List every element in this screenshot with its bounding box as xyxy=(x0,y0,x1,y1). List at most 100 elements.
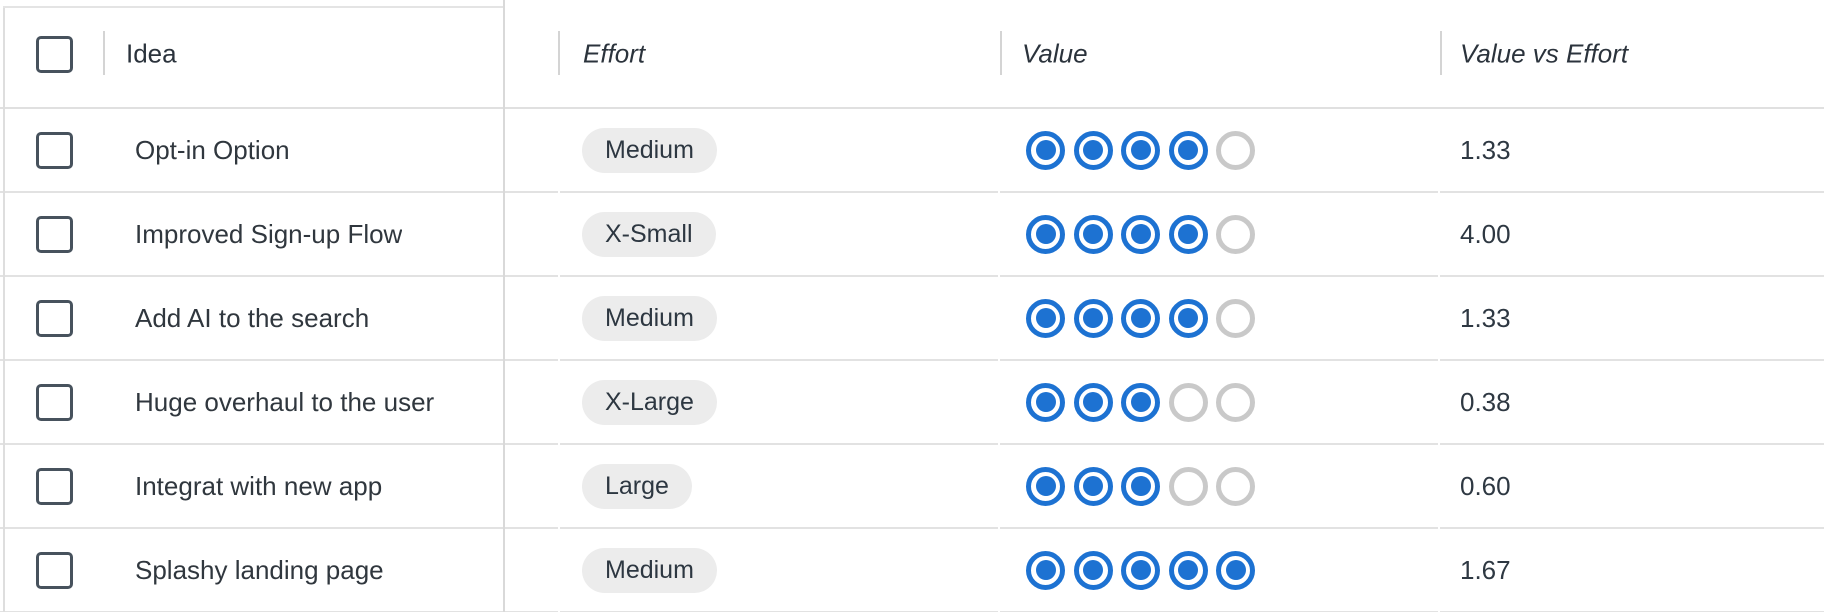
table-left-border xyxy=(3,6,5,612)
table-row[interactable]: Huge overhaul to the user X-Large 0.38 xyxy=(0,361,1824,445)
rating-circle-empty-icon[interactable] xyxy=(1216,466,1255,506)
column-header-effort[interactable]: Effort xyxy=(583,38,646,68)
value-vs-effort-number: 0.60 xyxy=(1460,470,1511,501)
idea-title: Improved Sign-up Flow xyxy=(135,218,403,249)
rating-circle-empty-icon[interactable] xyxy=(1216,130,1255,170)
row-checkbox[interactable] xyxy=(36,383,73,421)
rating-circle-filled-icon[interactable] xyxy=(1168,550,1208,590)
rating-circle-filled-icon[interactable] xyxy=(1026,466,1065,506)
table-row[interactable]: Opt-in Option Medium 1.33 xyxy=(0,109,1824,193)
idea-cell[interactable]: Add AI to the search xyxy=(0,277,558,361)
column-header-value-vs-effort[interactable]: Value vs Effort xyxy=(1460,38,1629,68)
rating-circle-filled-icon[interactable] xyxy=(1073,382,1113,422)
rating-circle-empty-icon[interactable] xyxy=(1168,382,1208,422)
rating-circle-filled-icon[interactable] xyxy=(1121,130,1160,170)
value-cell[interactable] xyxy=(1000,445,1438,529)
rating-circle-filled-icon[interactable] xyxy=(1073,550,1113,590)
effort-cell[interactable]: Medium xyxy=(560,277,998,361)
rating-circle-filled-icon[interactable] xyxy=(1026,214,1065,254)
table-top-border xyxy=(3,6,505,8)
idea-cell[interactable]: Improved Sign-up Flow xyxy=(0,193,558,277)
rating-circle-filled-icon[interactable] xyxy=(1121,550,1160,590)
value-vs-effort-number: 1.67 xyxy=(1460,554,1511,585)
table-row[interactable]: Improved Sign-up Flow X-Small 4.00 xyxy=(0,193,1824,277)
rating-circle-filled-icon[interactable] xyxy=(1073,298,1113,338)
idea-cell[interactable]: Opt-in Option xyxy=(0,109,558,193)
value-vs-effort-cell: 1.67 xyxy=(1440,529,1824,612)
rating-circle-filled-icon[interactable] xyxy=(1168,130,1208,170)
rating-circle-filled-icon[interactable] xyxy=(1121,214,1160,254)
value-rating[interactable] xyxy=(1026,298,1255,338)
rating-circle-filled-icon[interactable] xyxy=(1026,298,1065,338)
row-checkbox[interactable] xyxy=(36,551,73,589)
rating-circle-filled-icon[interactable] xyxy=(1168,214,1208,254)
effort-cell[interactable]: X-Large xyxy=(560,361,998,445)
value-vs-effort-cell: 1.33 xyxy=(1440,277,1824,361)
value-vs-effort-cell: 0.38 xyxy=(1440,361,1824,445)
idea-title: Huge overhaul to the user xyxy=(135,386,435,417)
header-divider xyxy=(1440,31,1442,75)
row-checkbox[interactable] xyxy=(36,131,73,169)
rating-circle-empty-icon[interactable] xyxy=(1216,298,1255,338)
idea-title: Splashy landing page xyxy=(135,554,384,585)
effort-badge[interactable]: Medium xyxy=(582,295,717,341)
value-vs-effort-cell: 1.33 xyxy=(1440,109,1824,193)
row-checkbox[interactable] xyxy=(36,215,73,253)
rating-circle-filled-icon[interactable] xyxy=(1121,298,1160,338)
primary-column-border xyxy=(503,0,505,612)
rating-circle-filled-icon[interactable] xyxy=(1073,130,1113,170)
value-rating[interactable] xyxy=(1026,550,1255,590)
select-all-checkbox[interactable] xyxy=(36,36,73,73)
effort-badge[interactable]: Medium xyxy=(582,547,717,593)
rating-circle-filled-icon[interactable] xyxy=(1026,550,1065,590)
idea-cell[interactable]: Splashy landing page xyxy=(0,529,558,612)
row-checkbox[interactable] xyxy=(36,467,73,505)
value-rating[interactable] xyxy=(1026,382,1255,422)
value-vs-effort-cell: 0.60 xyxy=(1440,445,1824,529)
header-divider xyxy=(103,31,105,75)
rating-circle-filled-icon[interactable] xyxy=(1168,298,1208,338)
rating-circle-empty-icon[interactable] xyxy=(1168,466,1208,506)
table-row[interactable]: Add AI to the search Medium 1.33 xyxy=(0,277,1824,361)
effort-cell[interactable]: X-Small xyxy=(560,193,998,277)
idea-cell[interactable]: Integrat with new app xyxy=(0,445,558,529)
effort-cell[interactable]: Medium xyxy=(560,529,998,612)
idea-title: Integrat with new app xyxy=(135,470,383,501)
row-checkbox[interactable] xyxy=(36,299,73,337)
rating-circle-filled-icon[interactable] xyxy=(1073,214,1113,254)
idea-title: Opt-in Option xyxy=(135,134,290,165)
effort-badge[interactable]: X-Large xyxy=(582,379,717,425)
effort-badge[interactable]: Large xyxy=(582,463,692,509)
value-vs-effort-number: 0.38 xyxy=(1460,386,1511,417)
table-row[interactable]: Integrat with new app Large 0.60 xyxy=(0,445,1824,529)
rating-circle-filled-icon[interactable] xyxy=(1026,382,1065,422)
value-vs-effort-number: 1.33 xyxy=(1460,134,1511,165)
rating-circle-filled-icon[interactable] xyxy=(1026,130,1065,170)
value-rating[interactable] xyxy=(1026,466,1255,506)
value-cell[interactable] xyxy=(1000,277,1438,361)
rating-circle-empty-icon[interactable] xyxy=(1216,214,1255,254)
idea-cell[interactable]: Huge overhaul to the user xyxy=(0,361,558,445)
effort-badge[interactable]: X-Small xyxy=(582,211,716,257)
value-cell[interactable] xyxy=(1000,529,1438,612)
effort-cell[interactable]: Large xyxy=(560,445,998,529)
effort-cell[interactable]: Medium xyxy=(560,109,998,193)
value-rating[interactable] xyxy=(1026,130,1255,170)
value-cell[interactable] xyxy=(1000,109,1438,193)
rating-circle-filled-icon[interactable] xyxy=(1121,466,1160,506)
rating-circle-empty-icon[interactable] xyxy=(1216,382,1255,422)
value-vs-effort-number: 1.33 xyxy=(1460,302,1511,333)
header-divider xyxy=(558,31,560,75)
value-rating[interactable] xyxy=(1026,214,1255,254)
effort-badge[interactable]: Medium xyxy=(582,127,717,173)
table-row[interactable]: Splashy landing page Medium 1.67 xyxy=(0,529,1824,612)
rating-circle-filled-icon[interactable] xyxy=(1216,550,1255,590)
column-header-idea[interactable]: Idea xyxy=(126,38,177,68)
value-cell[interactable] xyxy=(1000,361,1438,445)
rating-circle-filled-icon[interactable] xyxy=(1121,382,1160,422)
rating-circle-filled-icon[interactable] xyxy=(1073,466,1113,506)
column-header-value[interactable]: Value xyxy=(1022,38,1088,68)
value-cell[interactable] xyxy=(1000,193,1438,277)
header-divider xyxy=(1000,31,1002,75)
